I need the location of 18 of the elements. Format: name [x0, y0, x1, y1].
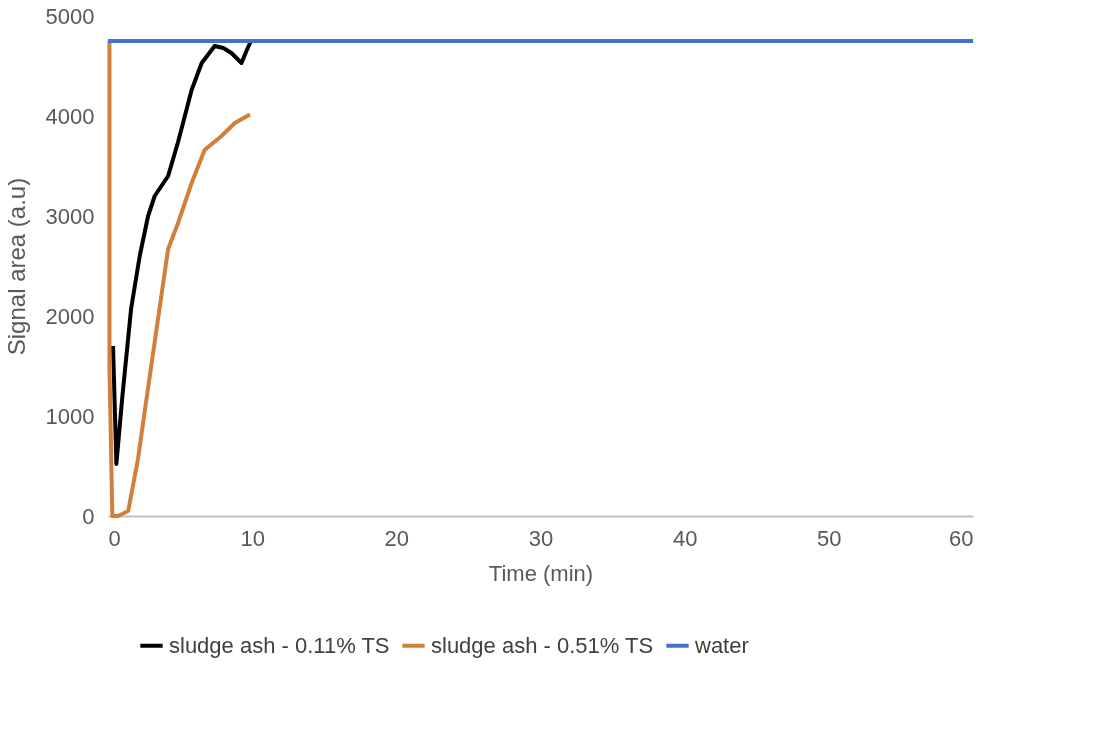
x-tick-label: 40: [672, 525, 698, 551]
y-tick-label: 4000: [45, 103, 95, 129]
y-tick-label: 5000: [45, 3, 95, 29]
legend-label: sludge ash - 0.11% TS: [169, 632, 390, 658]
x-tick-label: 20: [384, 525, 410, 551]
x-tick-label: 60: [949, 525, 974, 551]
y-tick-label: 3000: [45, 203, 95, 229]
x-tick-label: 10: [240, 525, 265, 551]
x-axis-title: Time (min): [488, 560, 594, 586]
legend-label: sludge ash - 0.51% TS: [431, 632, 654, 658]
legend-label: water: [694, 632, 749, 658]
x-tick-label: 50: [817, 525, 842, 551]
x-tick-label: 30: [528, 525, 554, 551]
y-tick-label: 0: [82, 503, 95, 529]
y-tick-label: 2000: [45, 303, 95, 329]
y-tick-label: 1000: [45, 403, 95, 429]
x-tick-label: 0: [108, 525, 121, 551]
y-axis-title: Signal area (a.u): [2, 177, 30, 356]
